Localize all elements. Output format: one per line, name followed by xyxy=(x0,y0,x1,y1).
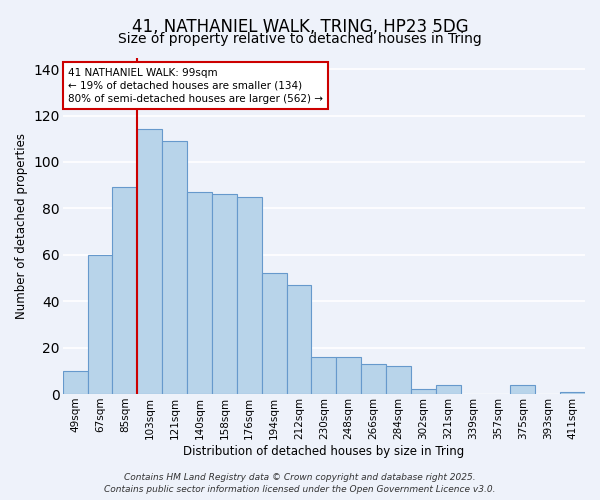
Bar xyxy=(411,390,436,394)
Bar xyxy=(162,141,187,394)
Text: Contains HM Land Registry data © Crown copyright and database right 2025.
Contai: Contains HM Land Registry data © Crown c… xyxy=(104,472,496,494)
X-axis label: Distribution of detached houses by size in Tring: Distribution of detached houses by size … xyxy=(183,444,464,458)
Text: Size of property relative to detached houses in Tring: Size of property relative to detached ho… xyxy=(118,32,482,46)
Bar xyxy=(311,357,336,394)
Bar xyxy=(63,371,88,394)
Bar xyxy=(137,130,162,394)
Text: 41 NATHANIEL WALK: 99sqm
← 19% of detached houses are smaller (134)
80% of semi-: 41 NATHANIEL WALK: 99sqm ← 19% of detach… xyxy=(68,68,323,104)
Bar xyxy=(112,188,137,394)
Bar xyxy=(560,392,585,394)
Bar xyxy=(511,385,535,394)
Bar xyxy=(336,357,361,394)
Bar xyxy=(287,285,311,394)
Y-axis label: Number of detached properties: Number of detached properties xyxy=(15,133,28,319)
Bar xyxy=(88,255,112,394)
Bar xyxy=(386,366,411,394)
Bar xyxy=(237,197,262,394)
Bar xyxy=(361,364,386,394)
Text: 41, NATHANIEL WALK, TRING, HP23 5DG: 41, NATHANIEL WALK, TRING, HP23 5DG xyxy=(131,18,469,36)
Bar xyxy=(187,192,212,394)
Bar xyxy=(262,274,287,394)
Bar xyxy=(212,194,237,394)
Bar xyxy=(436,385,461,394)
